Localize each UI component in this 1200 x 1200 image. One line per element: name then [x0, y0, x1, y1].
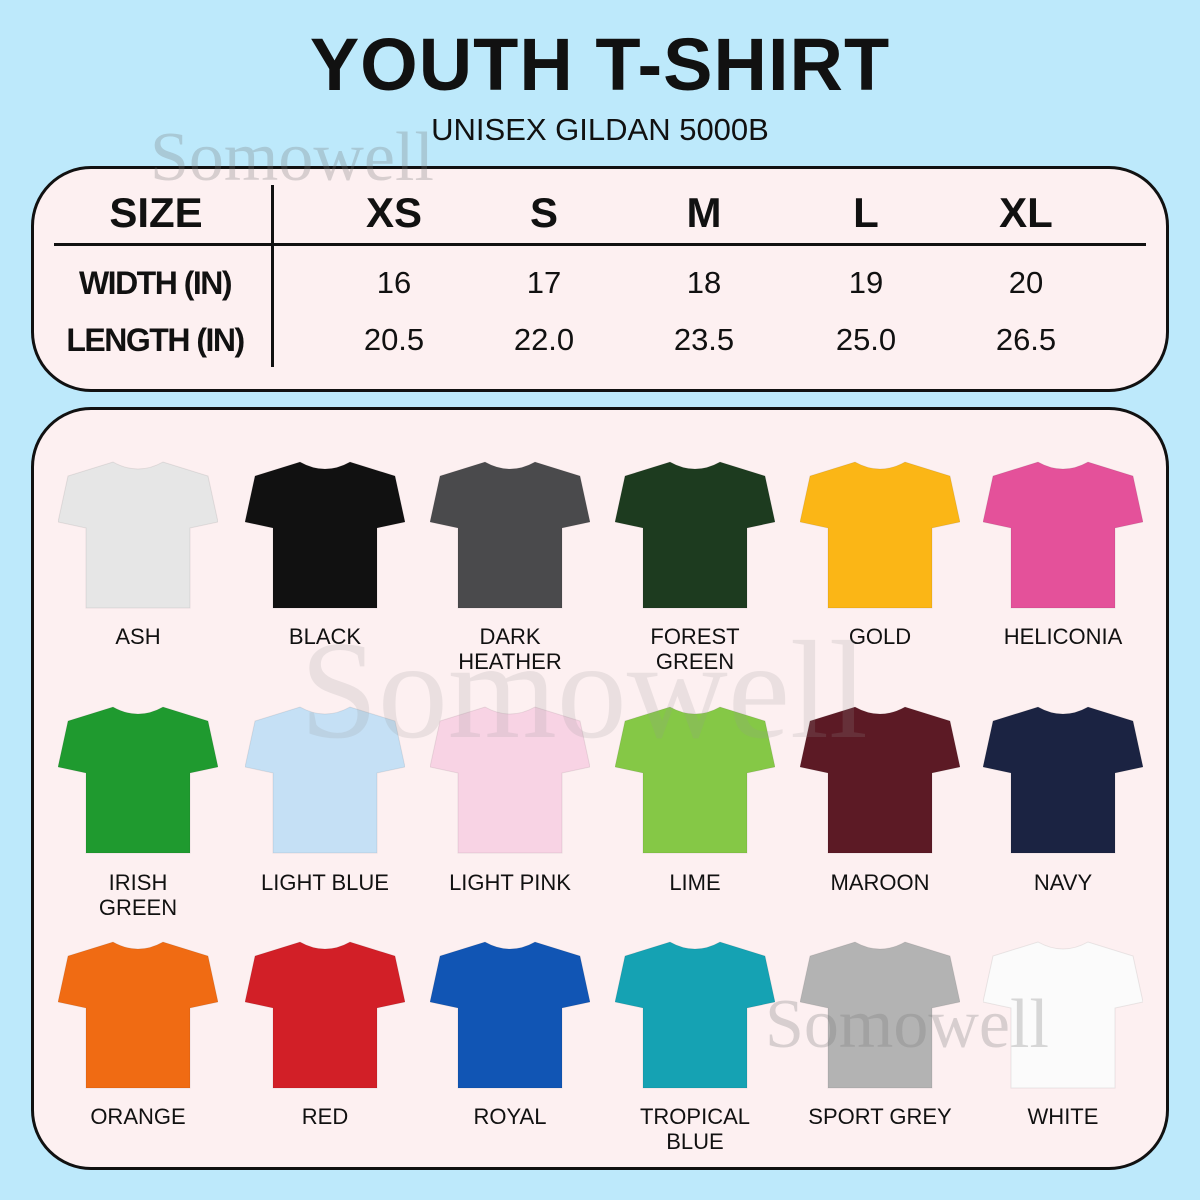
tshirt-shape — [800, 461, 960, 609]
color-label: NAVY — [1033, 870, 1093, 895]
color-label: ORANGE — [90, 1104, 186, 1129]
color-label: LIGHT BLUE — [261, 870, 389, 895]
tshirt-shape — [58, 941, 218, 1089]
size-header: XS — [365, 189, 423, 236]
length-value: 26.5 — [995, 322, 1057, 357]
tshirt-shape — [983, 706, 1143, 854]
color-label: RED — [301, 1104, 349, 1129]
tshirt-sport-grey — [800, 941, 960, 1089]
color-label: TROPICAL BLUE — [639, 1104, 751, 1154]
color-label: MAROON — [830, 870, 930, 895]
color-label: IRISH GREEN — [98, 870, 178, 920]
size-header: L — [853, 189, 879, 236]
tshirt-gold — [800, 461, 960, 609]
page-title: YOUTH T-SHIRT — [309, 23, 891, 106]
color-label: BLACK — [288, 624, 362, 649]
color-label: GOLD — [848, 624, 912, 649]
tshirt-orange — [58, 941, 218, 1089]
tshirt-light-blue — [245, 706, 405, 854]
tshirt-ash — [58, 461, 218, 609]
length-value: 23.5 — [673, 322, 735, 357]
size-chart-panel: SIZE XS S M L XL WIDTH (IN) 16 17 18 19 … — [31, 166, 1169, 392]
length-value: 22.0 — [513, 322, 575, 357]
color-label: FOREST GREEN — [650, 624, 740, 674]
color-label: LIME — [669, 870, 721, 895]
column-divider — [271, 185, 274, 367]
tshirt-forest-green — [615, 461, 775, 609]
tshirt-royal — [430, 941, 590, 1089]
tshirt-shape — [245, 461, 405, 609]
width-value: 16 — [376, 265, 412, 300]
tshirt-heliconia — [983, 461, 1143, 609]
tshirt-shape — [430, 461, 590, 609]
tshirt-shape — [800, 706, 960, 854]
header-divider — [54, 243, 1146, 246]
tshirt-shape — [983, 461, 1143, 609]
tshirt-lime — [615, 706, 775, 854]
size-header-label: SIZE — [109, 189, 203, 236]
tshirt-maroon — [800, 706, 960, 854]
tshirt-shape — [430, 706, 590, 854]
color-swatch-panel — [31, 407, 1169, 1170]
page-subtitle: UNISEX GILDAN 5000B — [431, 112, 769, 147]
size-header: S — [529, 189, 558, 236]
tshirt-dark-heather — [430, 461, 590, 609]
tshirt-shape — [58, 461, 218, 609]
length-value: 25.0 — [835, 322, 897, 357]
tshirt-tropical-blue — [615, 941, 775, 1089]
tshirt-shape — [245, 706, 405, 854]
tshirt-navy — [983, 706, 1143, 854]
color-label: ASH — [115, 624, 161, 649]
width-value: 17 — [526, 265, 562, 300]
tshirt-light-pink — [430, 706, 590, 854]
tshirt-shape — [983, 941, 1143, 1089]
tshirt-white — [983, 941, 1143, 1089]
tshirt-shape — [245, 941, 405, 1089]
tshirt-shape — [58, 706, 218, 854]
width-value: 19 — [848, 265, 884, 300]
color-label: SPORT GREY — [808, 1104, 952, 1129]
tshirt-shape — [430, 941, 590, 1089]
row-label-width: WIDTH (IN) — [78, 265, 233, 301]
row-label-length: LENGTH (IN) — [66, 322, 245, 358]
width-value: 18 — [686, 265, 722, 300]
color-label: WHITE — [1027, 1104, 1099, 1129]
tshirt-shape — [800, 941, 960, 1089]
length-value: 20.5 — [363, 322, 425, 357]
color-label: LIGHT PINK — [449, 870, 571, 895]
tshirt-red — [245, 941, 405, 1089]
color-label: DARK HEATHER — [458, 624, 562, 674]
width-value: 20 — [1008, 265, 1044, 300]
tshirt-shape — [615, 461, 775, 609]
tshirt-black — [245, 461, 405, 609]
size-header: XL — [999, 189, 1053, 236]
tshirt-shape — [615, 941, 775, 1089]
size-header: M — [686, 189, 722, 236]
tshirt-shape — [615, 706, 775, 854]
tshirt-irish-green — [58, 706, 218, 854]
color-label: ROYAL — [473, 1104, 547, 1129]
color-label: HELICONIA — [1003, 624, 1123, 649]
